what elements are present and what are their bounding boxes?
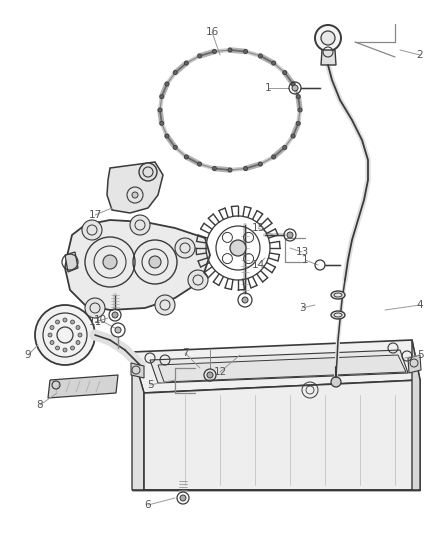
Text: 10: 10: [93, 315, 106, 325]
Ellipse shape: [331, 291, 345, 299]
Circle shape: [130, 215, 150, 235]
Circle shape: [71, 320, 74, 324]
Circle shape: [115, 327, 121, 333]
Circle shape: [244, 166, 247, 171]
Circle shape: [198, 162, 201, 166]
Text: 13: 13: [295, 247, 309, 257]
Circle shape: [291, 82, 295, 86]
Circle shape: [149, 256, 161, 268]
Circle shape: [63, 348, 67, 352]
Circle shape: [321, 31, 335, 45]
Circle shape: [82, 220, 102, 240]
Text: 3: 3: [299, 303, 305, 313]
Circle shape: [212, 50, 216, 53]
Text: 7: 7: [182, 348, 188, 358]
Circle shape: [76, 341, 80, 344]
Circle shape: [212, 166, 216, 171]
Circle shape: [155, 295, 175, 315]
Polygon shape: [48, 375, 118, 398]
Text: 14: 14: [251, 260, 265, 270]
Text: 9: 9: [25, 350, 31, 360]
Circle shape: [198, 54, 201, 58]
Text: 5: 5: [147, 380, 153, 390]
Circle shape: [228, 48, 232, 52]
Text: 6: 6: [145, 500, 151, 510]
Text: 12: 12: [213, 367, 226, 377]
Circle shape: [165, 82, 169, 86]
Circle shape: [272, 61, 276, 65]
Circle shape: [56, 320, 60, 324]
Polygon shape: [65, 220, 210, 310]
Polygon shape: [158, 355, 406, 382]
Polygon shape: [412, 340, 420, 490]
Circle shape: [287, 232, 293, 238]
Circle shape: [291, 134, 295, 138]
Circle shape: [85, 298, 105, 318]
Circle shape: [175, 238, 195, 258]
Circle shape: [230, 240, 246, 256]
Circle shape: [296, 122, 300, 125]
Polygon shape: [132, 340, 420, 393]
Circle shape: [165, 134, 169, 138]
Polygon shape: [132, 352, 144, 490]
Circle shape: [207, 372, 213, 378]
Circle shape: [283, 146, 287, 149]
Circle shape: [35, 305, 95, 365]
Text: 8: 8: [37, 400, 43, 410]
Circle shape: [78, 333, 82, 337]
Polygon shape: [150, 350, 408, 383]
Text: 15: 15: [251, 223, 265, 233]
Circle shape: [48, 333, 52, 337]
Polygon shape: [65, 252, 78, 272]
Ellipse shape: [331, 311, 345, 319]
Circle shape: [112, 312, 118, 318]
Text: 11: 11: [88, 317, 102, 327]
Circle shape: [56, 346, 60, 350]
Text: 1: 1: [302, 255, 308, 265]
Text: 17: 17: [88, 210, 102, 220]
Circle shape: [242, 297, 248, 303]
Circle shape: [331, 377, 341, 387]
Circle shape: [173, 146, 177, 149]
Circle shape: [296, 95, 300, 99]
Circle shape: [63, 318, 67, 322]
Circle shape: [184, 61, 188, 65]
Text: 4: 4: [417, 300, 423, 310]
Circle shape: [160, 95, 164, 99]
Circle shape: [71, 346, 74, 350]
Text: 5: 5: [417, 350, 423, 360]
Polygon shape: [107, 162, 163, 213]
Circle shape: [160, 122, 164, 125]
Circle shape: [132, 192, 138, 198]
Circle shape: [258, 54, 262, 58]
Circle shape: [244, 50, 247, 53]
Circle shape: [272, 155, 276, 159]
Circle shape: [315, 25, 341, 51]
Circle shape: [50, 341, 54, 344]
Circle shape: [173, 70, 177, 75]
Circle shape: [103, 255, 117, 269]
Circle shape: [50, 326, 54, 329]
Polygon shape: [131, 363, 144, 378]
Text: 2: 2: [417, 50, 423, 60]
Circle shape: [228, 168, 232, 172]
Text: 1: 1: [265, 83, 271, 93]
Circle shape: [76, 326, 80, 329]
Text: 16: 16: [205, 27, 219, 37]
Circle shape: [188, 270, 208, 290]
Circle shape: [258, 162, 262, 166]
Circle shape: [180, 495, 186, 501]
Circle shape: [292, 85, 298, 91]
Circle shape: [283, 70, 287, 75]
Circle shape: [158, 108, 162, 112]
Circle shape: [298, 108, 302, 112]
Polygon shape: [408, 355, 421, 373]
Polygon shape: [144, 380, 420, 490]
Polygon shape: [321, 50, 336, 65]
Circle shape: [139, 163, 157, 181]
Circle shape: [184, 155, 188, 159]
